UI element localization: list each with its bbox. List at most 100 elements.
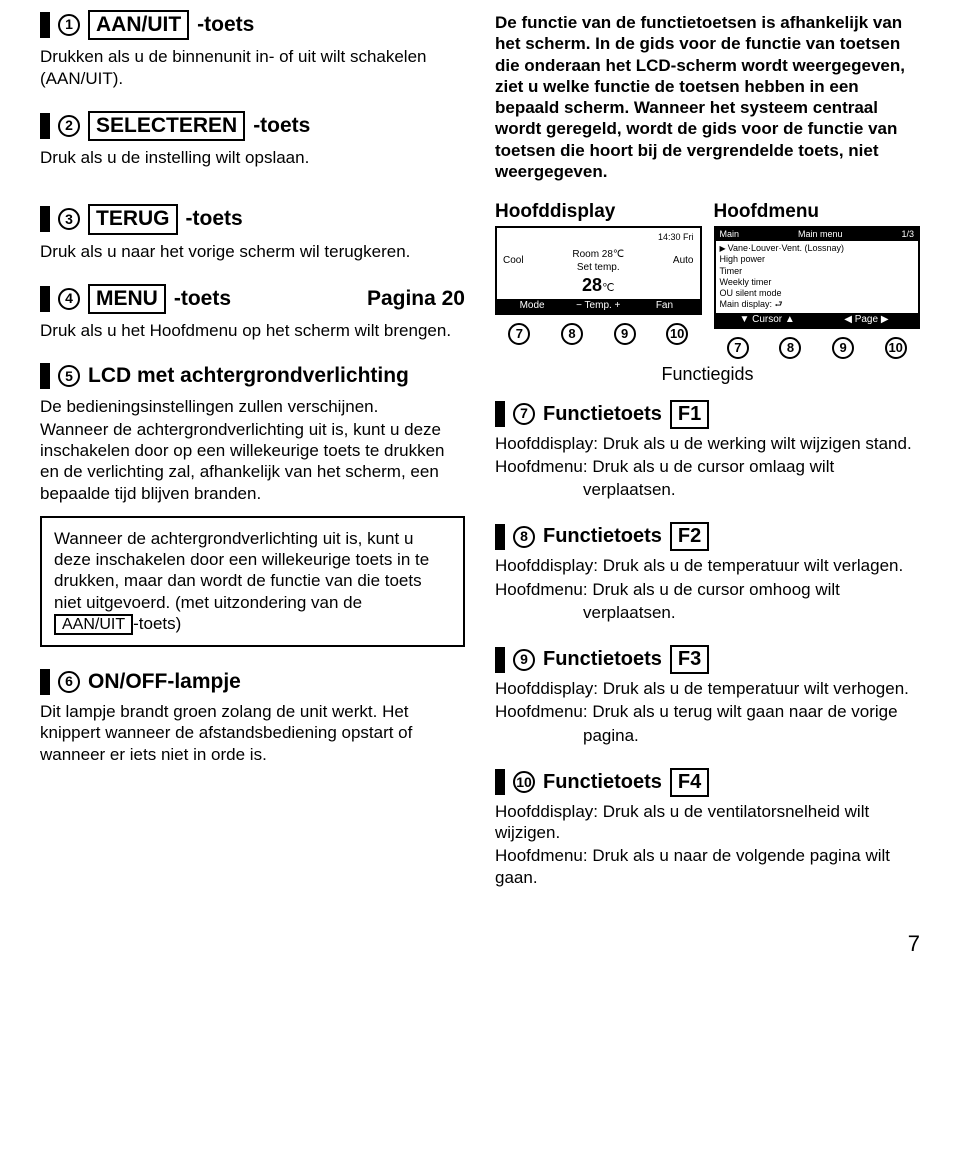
intro-text: De functie van de functietoetsen is afha… bbox=[495, 12, 920, 182]
btn-f4: F4 bbox=[670, 768, 709, 797]
desc-2: Druk als u de instelling wilt opslaan. bbox=[40, 147, 465, 168]
f7a: Hoofddisplay: Druk als u de werking wilt… bbox=[495, 433, 920, 454]
menu-i6: Main display: ⮐ bbox=[720, 299, 915, 310]
bullet-bar bbox=[40, 363, 50, 389]
desc-5a: De bedieningsinstellingen zullen verschi… bbox=[40, 396, 465, 417]
lcd-cool: Cool bbox=[503, 255, 524, 268]
num-3: 3 bbox=[58, 208, 80, 230]
menu-i5: OU silent mode bbox=[720, 288, 915, 299]
nums-left: 7 8 9 10 bbox=[495, 323, 702, 345]
f7b2: verplaatsen. bbox=[495, 479, 920, 500]
ft-title: Functietoets bbox=[543, 770, 662, 795]
lcd-time: 14:30 Fri bbox=[503, 232, 694, 243]
hoofdmenu-title: Hoofdmenu bbox=[714, 200, 921, 224]
section-f7: 7 Functietoets F1 Hoofddisplay: Druk als… bbox=[495, 400, 920, 501]
f9b2: pagina. bbox=[495, 725, 920, 746]
lcd-set: Set temp. bbox=[572, 262, 624, 275]
desc-5b: Wanneer de achtergrondverlichting uit is… bbox=[40, 419, 465, 504]
n10: 10 bbox=[666, 323, 688, 345]
menu-h2: Main menu bbox=[739, 229, 901, 240]
bullet-bar bbox=[40, 286, 50, 312]
menu-f1: ▼ Cursor ▲ bbox=[718, 314, 817, 327]
n10b: 10 bbox=[885, 337, 907, 359]
lcd-main: 14:30 Fri Cool Room 28℃ Set temp. Auto 2… bbox=[495, 226, 702, 315]
ft-title: Functietoets bbox=[543, 524, 662, 549]
f9b: Hoofdmenu: Druk als u terug wilt gaan na… bbox=[495, 701, 920, 722]
f7b: Hoofdmenu: Druk als u de cursor omlaag w… bbox=[495, 456, 920, 477]
num-9: 9 bbox=[513, 649, 535, 671]
menu-f2: ◀ Page ▶ bbox=[817, 314, 916, 327]
bullet-bar bbox=[495, 769, 505, 795]
section-1: 1 AAN/UIT -toets Drukken als u de binnen… bbox=[40, 10, 465, 89]
n9: 9 bbox=[614, 323, 636, 345]
menu-h3: 1/3 bbox=[901, 229, 914, 240]
menu-i2: High power bbox=[720, 254, 915, 265]
section-f8: 8 Functietoets F2 Hoofddisplay: Druk als… bbox=[495, 522, 920, 623]
ft-title: Functietoets bbox=[543, 647, 662, 672]
section-f10: 10 Functietoets F4 Hoofddisplay: Druk al… bbox=[495, 768, 920, 888]
f8a: Hoofddisplay: Druk als u de temperatuur … bbox=[495, 555, 920, 576]
bullet-bar bbox=[495, 524, 505, 550]
title-6: ON/OFF-lampje bbox=[88, 669, 241, 695]
lcd-room: Room 28℃ bbox=[572, 249, 624, 262]
lcd-bigtemp: 28 bbox=[582, 275, 602, 295]
suffix: -toets bbox=[174, 286, 231, 312]
f10b: Hoofdmenu: Druk als u naar de volgende p… bbox=[495, 845, 920, 888]
box-text-a: Wanneer de achtergrondverlichting uit is… bbox=[54, 529, 429, 612]
btn-f3: F3 bbox=[670, 645, 709, 674]
lcd-footer: Mode − Temp. + Fan bbox=[497, 299, 700, 314]
lcd-menu: Main Main menu 1/3 Vane·Louver·Vent. (Lo… bbox=[714, 226, 921, 329]
bullet-bar bbox=[495, 647, 505, 673]
ft-title: Functietoets bbox=[543, 402, 662, 427]
btn-f2: F2 bbox=[670, 522, 709, 551]
num-10: 10 bbox=[513, 771, 535, 793]
f8b: Hoofdmenu: Druk als u de cursor omhoog w… bbox=[495, 579, 920, 600]
n8: 8 bbox=[561, 323, 583, 345]
lcd-f4: Fan bbox=[631, 300, 697, 313]
menu-i4: Weekly timer bbox=[720, 277, 915, 288]
f10a: Hoofddisplay: Druk als u de ventilatorsn… bbox=[495, 801, 920, 844]
menu-h1: Main bbox=[720, 229, 740, 240]
page-number: 7 bbox=[40, 930, 920, 958]
lcd-f1: Mode bbox=[499, 300, 565, 313]
bullet-bar bbox=[40, 669, 50, 695]
menu-i1: Vane·Louver·Vent. (Lossnay) bbox=[720, 243, 915, 254]
num-4: 4 bbox=[58, 288, 80, 310]
box-btn: AAN/UIT bbox=[54, 614, 133, 635]
disp-right: Hoofdmenu Main Main menu 1/3 Vane·Louver… bbox=[714, 200, 921, 359]
num-7: 7 bbox=[513, 403, 535, 425]
display-pair: Hoofddisplay 14:30 Fri Cool Room 28℃ Set… bbox=[495, 200, 920, 359]
lcd-unit: ℃ bbox=[602, 282, 614, 294]
left-column: 1 AAN/UIT -toets Drukken als u de binnen… bbox=[40, 10, 465, 910]
num-1: 1 bbox=[58, 14, 80, 36]
n7: 7 bbox=[508, 323, 530, 345]
section-6: 6 ON/OFF-lampje Dit lampje brandt groen … bbox=[40, 669, 465, 765]
btn-menu: MENU bbox=[88, 284, 166, 314]
menu-i3: Timer bbox=[720, 266, 915, 277]
suffix: -toets bbox=[197, 12, 254, 38]
desc-6: Dit lampje brandt groen zolang de unit w… bbox=[40, 701, 465, 765]
n9b: 9 bbox=[832, 337, 854, 359]
bullet-bar bbox=[40, 113, 50, 139]
note-box: Wanneer de achtergrondverlichting uit is… bbox=[40, 516, 465, 647]
section-f9: 9 Functietoets F3 Hoofddisplay: Druk als… bbox=[495, 645, 920, 746]
f9a: Hoofddisplay: Druk als u de temperatuur … bbox=[495, 678, 920, 699]
bullet-bar bbox=[40, 12, 50, 38]
n7b: 7 bbox=[727, 337, 749, 359]
box-text-b: -toets) bbox=[133, 614, 181, 633]
num-5: 5 bbox=[58, 365, 80, 387]
num-6: 6 bbox=[58, 671, 80, 693]
desc-1: Drukken als u de binnenunit in- of uit w… bbox=[40, 46, 465, 89]
bullet-bar bbox=[495, 401, 505, 427]
page-ref: Pagina 20 bbox=[367, 286, 465, 312]
section-3: 3 TERUG -toets Druk als u naar het vorig… bbox=[40, 204, 465, 262]
page-columns: 1 AAN/UIT -toets Drukken als u de binnen… bbox=[40, 10, 920, 910]
nums-right: 7 8 9 10 bbox=[714, 337, 921, 359]
suffix: -toets bbox=[186, 206, 243, 232]
menu-footer: ▼ Cursor ▲ ◀ Page ▶ bbox=[716, 313, 919, 328]
lcd-f2: − Temp. + bbox=[565, 300, 631, 313]
title-5: LCD met achtergrondverlichting bbox=[88, 363, 409, 389]
num-2: 2 bbox=[58, 115, 80, 137]
btn-f1: F1 bbox=[670, 400, 709, 429]
suffix: -toets bbox=[253, 113, 310, 139]
